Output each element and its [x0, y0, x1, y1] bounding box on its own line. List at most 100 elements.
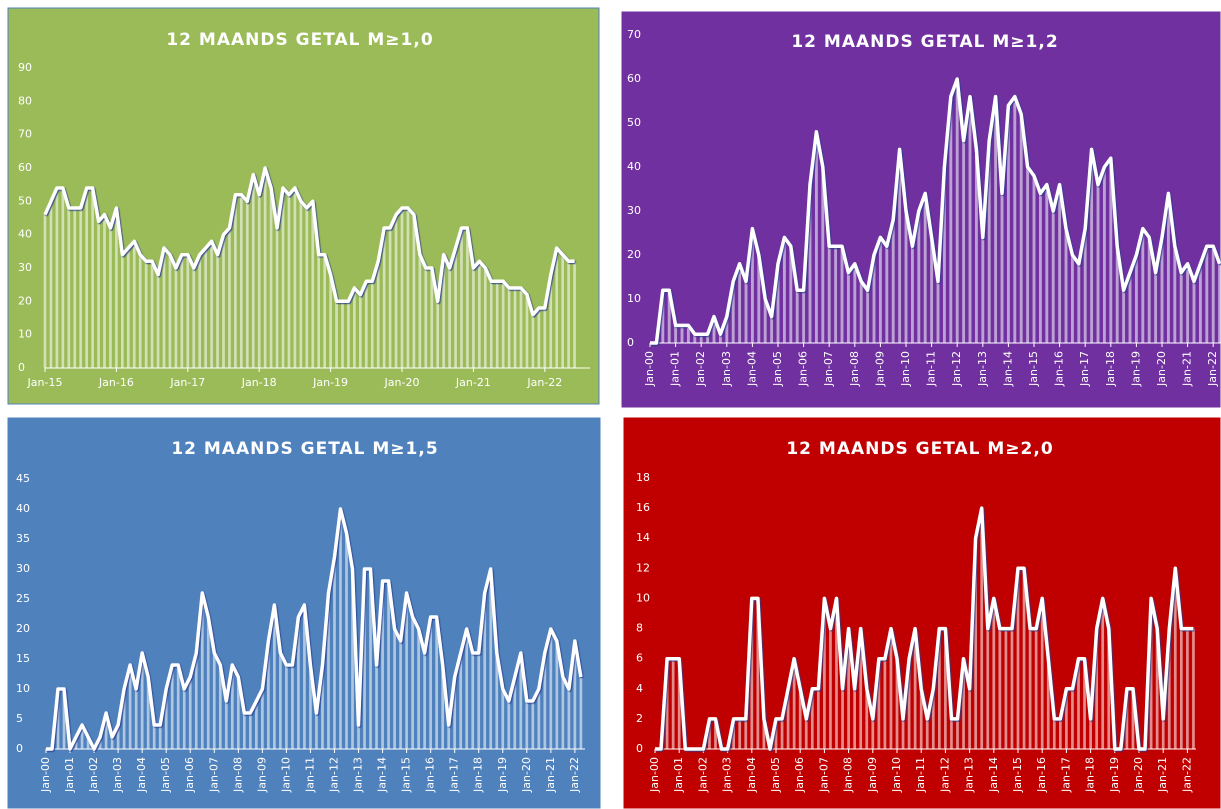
- x-tick-label: Jan-21: [1156, 757, 1169, 793]
- x-tick-label: Jan-13: [963, 757, 976, 793]
- chart-title: 12 MAANDS GETAL M≥1,0: [166, 30, 433, 50]
- x-tick-label: Jan-16: [98, 376, 134, 389]
- x-tick-label: Jan-10: [890, 757, 903, 793]
- chart-panel: 12 MAANDS GETAL M≥1,0 0 10 20 30 40 50 60 70 80 90…: [7, 7, 600, 405]
- x-tick-label: Jan-19: [1129, 351, 1142, 387]
- y-tick-label: 50: [18, 194, 32, 207]
- x-tick-label: Jan-21: [544, 757, 557, 793]
- x-tick-label: Jan-11: [303, 757, 316, 793]
- x-tick-label: Jan-03: [721, 757, 734, 793]
- x-tick-label: Jan-20: [520, 757, 533, 793]
- x-tick-label: Jan-00: [643, 351, 656, 387]
- y-tick-label: 0: [16, 742, 23, 755]
- x-tick-label: Jan-12: [938, 757, 951, 793]
- y-tick-label: 14: [636, 531, 650, 544]
- x-tick-label: Jan-17: [169, 376, 205, 389]
- y-tick-label: 60: [627, 72, 641, 85]
- x-tick-label: Jan-04: [745, 757, 758, 793]
- y-tick-label: 15: [16, 652, 30, 665]
- x-tick-label: Jan-19: [312, 376, 348, 389]
- y-tick-label: 30: [627, 204, 641, 217]
- y-tick-label: 10: [16, 682, 30, 695]
- x-tick-label: Jan-18: [1104, 351, 1117, 387]
- x-tick-label: Jan-21: [455, 376, 491, 389]
- x-tick-label: Jan-21: [1181, 351, 1194, 387]
- x-tick-label: Jan-18: [241, 376, 277, 389]
- x-tick-label: Jan-11: [925, 351, 938, 387]
- x-tick-label: Jan-04: [135, 757, 148, 793]
- x-tick-label: Jan-20: [1132, 757, 1145, 793]
- y-tick-label: 20: [16, 622, 30, 635]
- x-tick-label: Jan-04: [745, 351, 758, 387]
- x-tick-label: Jan-03: [720, 351, 733, 387]
- x-tick-label: Jan-06: [797, 351, 810, 387]
- x-tick-label: Jan-14: [376, 757, 389, 793]
- x-tick-label: Jan-13: [976, 351, 989, 387]
- x-tick-label: Jan-18: [472, 757, 485, 793]
- series-line: [655, 506, 1194, 751]
- y-tick-label: 40: [16, 502, 30, 515]
- y-tick-label: 10: [627, 292, 641, 305]
- y-tick-label: 12: [636, 561, 650, 574]
- chart-title: 12 MAANDS GETAL M≥1,2: [791, 32, 1058, 52]
- x-tick-label: Jan-07: [207, 757, 220, 793]
- x-tick-label: Jan-12: [950, 351, 963, 387]
- x-tick-label: Jan-03: [111, 757, 124, 793]
- chart-panel: 12 MAANDS GETAL M≥1,5 0 5 10 15 20 25 30 35 40 45 J…: [7, 417, 601, 809]
- chart-title: 12 MAANDS GETAL M≥2,0: [786, 439, 1053, 459]
- x-tick-label: Jan-05: [159, 757, 172, 793]
- y-tick-label: 70: [18, 128, 32, 141]
- x-tick-label: Jan-05: [771, 351, 784, 387]
- y-tick-label: 20: [627, 248, 641, 261]
- x-tick-label: Jan-15: [1027, 351, 1040, 387]
- x-tick-label: Jan-08: [842, 757, 855, 793]
- x-tick-label: Jan-02: [694, 351, 707, 387]
- chart-panel: 12 MAANDS GETAL M≥1,2 0 10 20 30 40 50 60 70 Jan-…: [621, 11, 1221, 408]
- y-tick-label: 50: [627, 116, 641, 129]
- x-tick-label: Jan-14: [987, 757, 1000, 793]
- x-tick-label: Jan-17: [448, 757, 461, 793]
- x-tick-label: Jan-01: [63, 757, 76, 793]
- x-tick-label: Jan-07: [817, 757, 830, 793]
- y-tick-label: 6: [636, 652, 643, 665]
- x-tick-label: Jan-16: [424, 757, 437, 793]
- x-tick-label: Jan-06: [793, 757, 806, 793]
- y-tick-label: 40: [18, 228, 32, 241]
- y-tick-label: 30: [16, 562, 30, 575]
- x-tick-label: Jan-14: [1001, 351, 1014, 387]
- y-tick-label: 80: [18, 94, 32, 107]
- y-tick-label: 0: [18, 361, 25, 374]
- series-line: [650, 77, 1221, 345]
- x-tick-label: Jan-00: [648, 757, 661, 793]
- x-tick-label: Jan-18: [1084, 757, 1097, 793]
- x-tick-label: Jan-15: [27, 376, 63, 389]
- x-tick-label: Jan-11: [914, 757, 927, 793]
- y-tick-label: 16: [636, 501, 650, 514]
- x-tick-label: Jan-01: [669, 351, 682, 387]
- chart-title: 12 MAANDS GETAL M≥1,5: [171, 439, 438, 459]
- y-tick-label: 40: [627, 160, 641, 173]
- x-tick-label: Jan-09: [255, 757, 268, 793]
- x-tick-label: Jan-15: [1011, 757, 1024, 793]
- y-tick-label: 70: [627, 28, 641, 41]
- x-tick-label: Jan-16: [1053, 351, 1066, 387]
- x-tick-label: Jan-22: [568, 757, 581, 793]
- y-tick-label: 0: [636, 742, 643, 755]
- x-tick-label: Jan-01: [672, 757, 685, 793]
- x-tick-label: Jan-20: [1155, 351, 1168, 387]
- y-tick-label: 20: [18, 294, 32, 307]
- x-tick-label: Jan-08: [231, 757, 244, 793]
- y-tick-label: 18: [636, 471, 650, 484]
- x-tick-label: Jan-22: [526, 376, 562, 389]
- y-tick-label: 25: [16, 592, 30, 605]
- x-tick-label: Jan-19: [1108, 757, 1121, 793]
- y-tick-label: 10: [636, 591, 650, 604]
- series-line: [46, 507, 583, 751]
- y-tick-label: 90: [18, 61, 32, 74]
- x-tick-label: Jan-08: [848, 351, 861, 387]
- x-tick-label: Jan-06: [183, 757, 196, 793]
- y-tick-label: 4: [636, 682, 643, 695]
- x-tick-label: Jan-17: [1078, 351, 1091, 387]
- y-tick-label: 35: [16, 532, 30, 545]
